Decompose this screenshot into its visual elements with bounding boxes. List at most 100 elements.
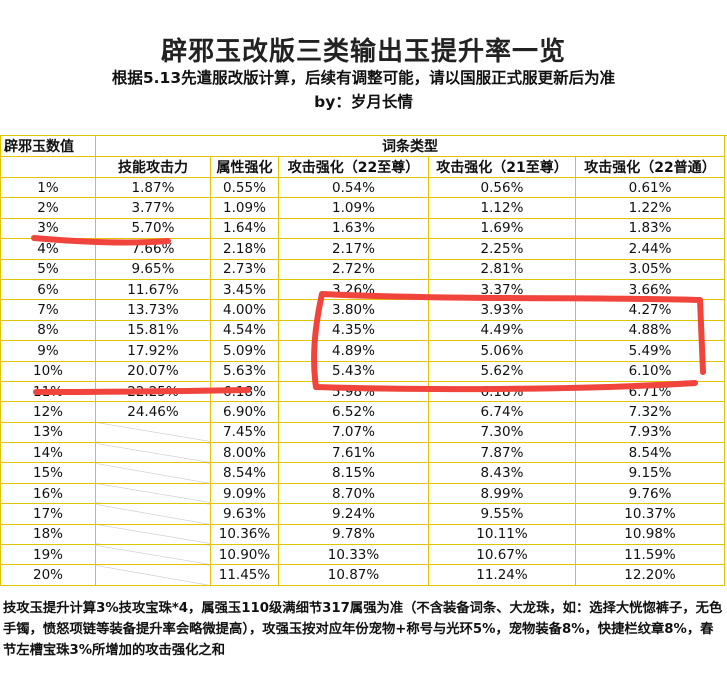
table-cell: 11.45% <box>210 564 279 586</box>
table-cell: 7.93% <box>574 421 726 444</box>
table-cell: 11.59% <box>574 544 726 566</box>
table-cell: 3.05% <box>574 258 726 280</box>
table-cell: 10.98% <box>574 523 726 546</box>
table-cell: 2.72% <box>278 258 429 280</box>
row-value-cell: 13% <box>0 421 96 444</box>
table-row: 6% 11.67% 3.45% 3.26% 3.37% 3.66% <box>0 278 726 301</box>
table-cell: 5.43% <box>278 360 429 382</box>
table-cell: 3.45% <box>210 278 279 301</box>
row-value-cell: 7% <box>0 299 96 321</box>
column-header: 攻击强化（21至尊） <box>428 156 576 178</box>
table-row: 15% 8.54% 8.15% 8.43% 9.15% <box>0 462 726 484</box>
table-cell: 2.73% <box>210 258 279 280</box>
table-row: 16% 9.09% 8.70% 8.99% 9.76% <box>0 482 726 505</box>
table-cell: 8.00% <box>210 442 279 464</box>
table-row: 18% 10.36% 9.78% 10.11% 10.98% <box>0 523 726 546</box>
row-value-cell: 10% <box>0 360 96 382</box>
table-cell: 9.15% <box>574 462 726 484</box>
table-cell: 12.20% <box>574 564 726 586</box>
header-row-1: 辟邪玉数值 词条类型 <box>0 135 726 157</box>
table-row: 14% 8.00% 7.61% 7.87% 8.54% <box>0 442 726 464</box>
table-row: 3% 5.70% 1.64% 1.63% 1.69% 1.83% <box>0 217 726 240</box>
table-cell: 8.15% <box>278 462 429 484</box>
table-cell: 5.49% <box>574 340 726 362</box>
table-cell: 9.09% <box>210 482 279 505</box>
table-cell: 6.90% <box>210 401 279 423</box>
table-cell: 9.76% <box>574 482 726 505</box>
table-row: 1% 1.87% 0.55% 0.54% 0.56% 0.61% <box>0 176 726 199</box>
table-cell: 3.77% <box>95 197 211 219</box>
table-cell: 6.52% <box>278 401 429 423</box>
row-value-cell: 1% <box>0 176 96 199</box>
table-cell: 9.63% <box>210 503 279 525</box>
table-cell: 22.25% <box>95 380 211 403</box>
table-cell: 8.54% <box>210 462 279 484</box>
table-cell: 13.73% <box>95 299 211 321</box>
table-row: 5% 9.65% 2.73% 2.72% 2.81% 3.05% <box>0 258 726 280</box>
table-cell: 3.80% <box>278 299 429 321</box>
row-value-cell: 3% <box>0 217 96 240</box>
table-cell: 1.09% <box>210 197 279 219</box>
table-cell: 3.93% <box>428 299 576 321</box>
table-cell: 4.54% <box>210 319 279 342</box>
table-cell: 7.66% <box>95 238 211 260</box>
table-cell: 10.87% <box>278 564 429 586</box>
table-cell: 0.55% <box>210 176 279 199</box>
header: 辟邪玉改版三类输出玉提升率一览 根据5.13先遣服改版计算，后续有调整可能，请以… <box>0 0 727 136</box>
table-row: 2% 3.77% 1.09% 1.09% 1.12% 1.22% <box>0 197 726 219</box>
row-value-cell: 5% <box>0 258 96 280</box>
table-cell: 7.07% <box>278 421 429 444</box>
row-value-cell: 20% <box>0 564 96 586</box>
row-value-cell: 16% <box>0 482 96 505</box>
empty-hatched-cell <box>95 462 211 484</box>
table-cell: 0.54% <box>278 176 429 199</box>
table-cell: 7.32% <box>574 401 726 423</box>
table-cell: 24.46% <box>95 401 211 423</box>
table-cell: 4.88% <box>574 319 726 342</box>
table-cell: 1.64% <box>210 217 279 240</box>
table-cell: 6.71% <box>574 380 726 403</box>
row-value-cell: 15% <box>0 462 96 484</box>
table-cell: 8.70% <box>278 482 429 505</box>
table-row: 12% 24.46% 6.90% 6.52% 6.74% 7.32% <box>0 401 726 423</box>
table-cell: 2.18% <box>210 238 279 260</box>
table-cell: 4.49% <box>428 319 576 342</box>
table-row: 8% 15.81% 4.54% 4.35% 4.49% 4.88% <box>0 319 726 342</box>
group-header: 词条类型 <box>94 135 726 157</box>
table-cell: 5.06% <box>428 340 576 362</box>
empty-hatched-cell <box>95 503 211 525</box>
empty-hatched-cell <box>95 482 211 505</box>
table-cell: 7.61% <box>278 442 429 464</box>
table-cell: 11.67% <box>95 278 211 301</box>
row-value-cell: 6% <box>0 278 96 301</box>
table-cell: 7.87% <box>428 442 576 464</box>
table-cell: 4.27% <box>574 299 726 321</box>
table-cell: 9.65% <box>95 258 211 280</box>
table-cell: 4.35% <box>278 319 429 342</box>
page-title: 辟邪玉改版三类输出玉提升率一览 <box>160 37 566 67</box>
table-cell: 2.44% <box>574 238 726 260</box>
table-cell: 5.63% <box>210 360 279 382</box>
row-value-cell: 14% <box>0 442 96 464</box>
footnote: 技攻玉提升计算3%技攻宝珠*4，属强玉110级满细节317属强为准（不含装备词条… <box>3 601 723 658</box>
table-row: 13% 7.45% 7.07% 7.30% 7.93% <box>0 421 726 444</box>
table-cell: 6.18% <box>210 380 279 403</box>
table-cell: 20.07% <box>95 360 211 382</box>
table-cell: 10.90% <box>210 544 279 566</box>
table-cell: 4.00% <box>210 299 279 321</box>
header-blank-cell <box>0 156 96 178</box>
table-cell: 8.43% <box>428 462 576 484</box>
table-cell: 5.98% <box>278 380 429 403</box>
table-cell: 1.87% <box>95 176 211 199</box>
table-cell: 10.36% <box>210 523 279 546</box>
table-cell: 11.24% <box>428 564 576 586</box>
row-header-label: 辟邪玉数值 <box>0 135 96 157</box>
table-cell: 1.63% <box>278 217 429 240</box>
row-value-cell: 2% <box>0 197 96 219</box>
table-cell: 2.25% <box>428 238 576 260</box>
row-value-cell: 19% <box>0 544 96 566</box>
table-cell: 1.22% <box>574 197 726 219</box>
row-value-cell: 12% <box>0 401 96 423</box>
row-value-cell: 8% <box>0 319 96 342</box>
